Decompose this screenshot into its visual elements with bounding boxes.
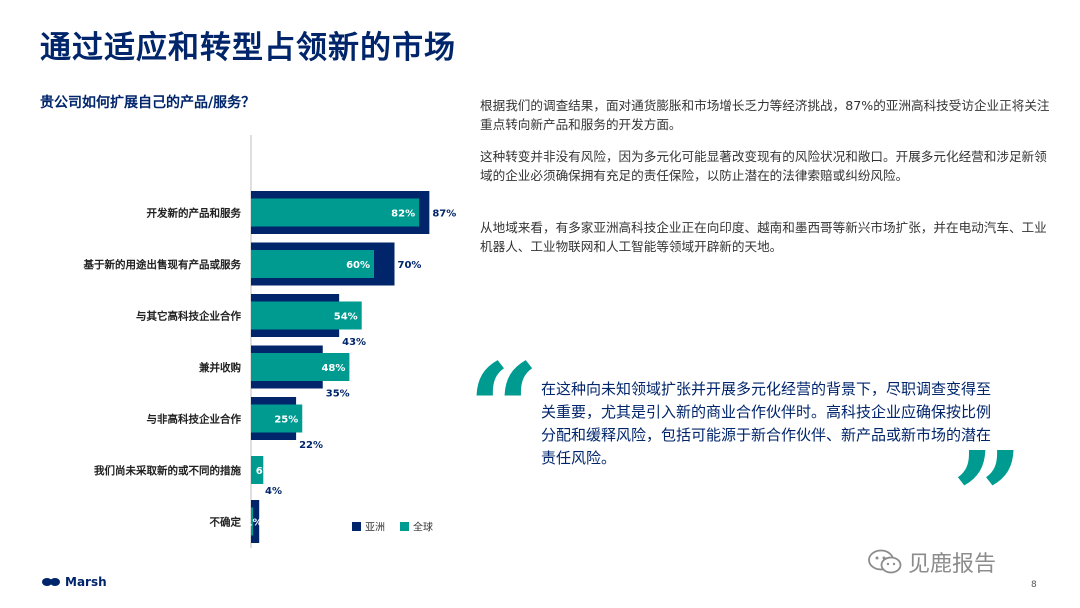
bar-global <box>251 353 350 381</box>
data-label-global: 54% <box>334 312 358 323</box>
bar-global <box>251 456 264 484</box>
pull-quote: 在这种向未知领域扩张并开展多元化经营的背景下，尽职调查变得至关重要，尤其是引入新… <box>541 380 992 467</box>
bar-global <box>251 250 374 278</box>
bar-chart: 开发新的产品和服务 82% 87% 基于新的用途出售现有产品或服务 60% 70% 与其它高… <box>83 135 456 548</box>
marsh-logo-icon <box>42 578 60 586</box>
paragraph-regional: 从地域来看，有多家亚洲高科技企业正在向印度、越南和墨西哥等新兴市场扩张，并在电动… <box>480 220 1047 254</box>
category-label: 基于新的用途出售现有产品或服务 <box>83 258 242 271</box>
bar-global <box>251 198 420 227</box>
category-label: 我们尚未采取新的或不同的措施 <box>94 464 241 477</box>
legend-swatch-global <box>400 522 409 531</box>
legend-label-global: 全球 <box>413 521 433 534</box>
category-label: 与其它高科技企业合作 <box>136 310 241 323</box>
category-label: 开发新的产品和服务 <box>147 207 242 220</box>
open-quote-mark: “ <box>468 337 540 482</box>
data-label-asia: 22% <box>299 440 323 451</box>
data-label-global: 60% <box>346 260 370 271</box>
data-label-asia: 43% <box>342 337 366 348</box>
paragraph-risk: 这种转变并非没有风险，因为多元化可能显著改变现有的风险状况和敞口。开展多元化经营… <box>480 149 1047 183</box>
category-label: 不确定 <box>210 516 242 529</box>
data-label-global: 82% <box>391 209 415 220</box>
page-title: 通过适应和转型占领新的市场 <box>40 30 456 66</box>
legend-swatch-asia <box>352 522 361 531</box>
chart-question: 贵公司如何扩展自己的产品/服务？ <box>40 95 256 111</box>
category-label: 兼并收购 <box>199 361 241 374</box>
bar-global <box>251 404 303 433</box>
watermark-text: 见鹿报告 <box>908 552 997 577</box>
marsh-logo: Marsh <box>42 575 107 589</box>
data-label-global: 25% <box>274 415 298 426</box>
data-label-asia: 35% <box>326 389 350 400</box>
data-label-asia: 70% <box>398 260 422 271</box>
close-quote-mark: ” <box>952 425 1024 570</box>
brand-name: Marsh <box>65 575 107 589</box>
wechat-icon <box>868 549 902 574</box>
bar-asia <box>251 500 260 543</box>
legend-label-asia: 亚洲 <box>365 522 385 534</box>
data-label-global: 1% <box>246 518 263 529</box>
data-label-global: 48% <box>321 363 345 374</box>
paragraph-survey-results: 根据我们的调查结果，面对通货膨胀和市场增长乏力等经济挑战，87%的亚洲高科技受访… <box>480 98 1050 132</box>
data-label-asia: 87% <box>432 209 456 220</box>
data-label-global: 6% <box>256 466 273 477</box>
watermark: 见鹿报告 <box>868 546 996 578</box>
page-number: 8 <box>1031 580 1037 590</box>
category-label: 与非高科技企业合作 <box>147 413 242 426</box>
bar-global <box>251 507 254 536</box>
bar-global <box>251 301 362 330</box>
data-label-asia: 4% <box>265 486 282 497</box>
